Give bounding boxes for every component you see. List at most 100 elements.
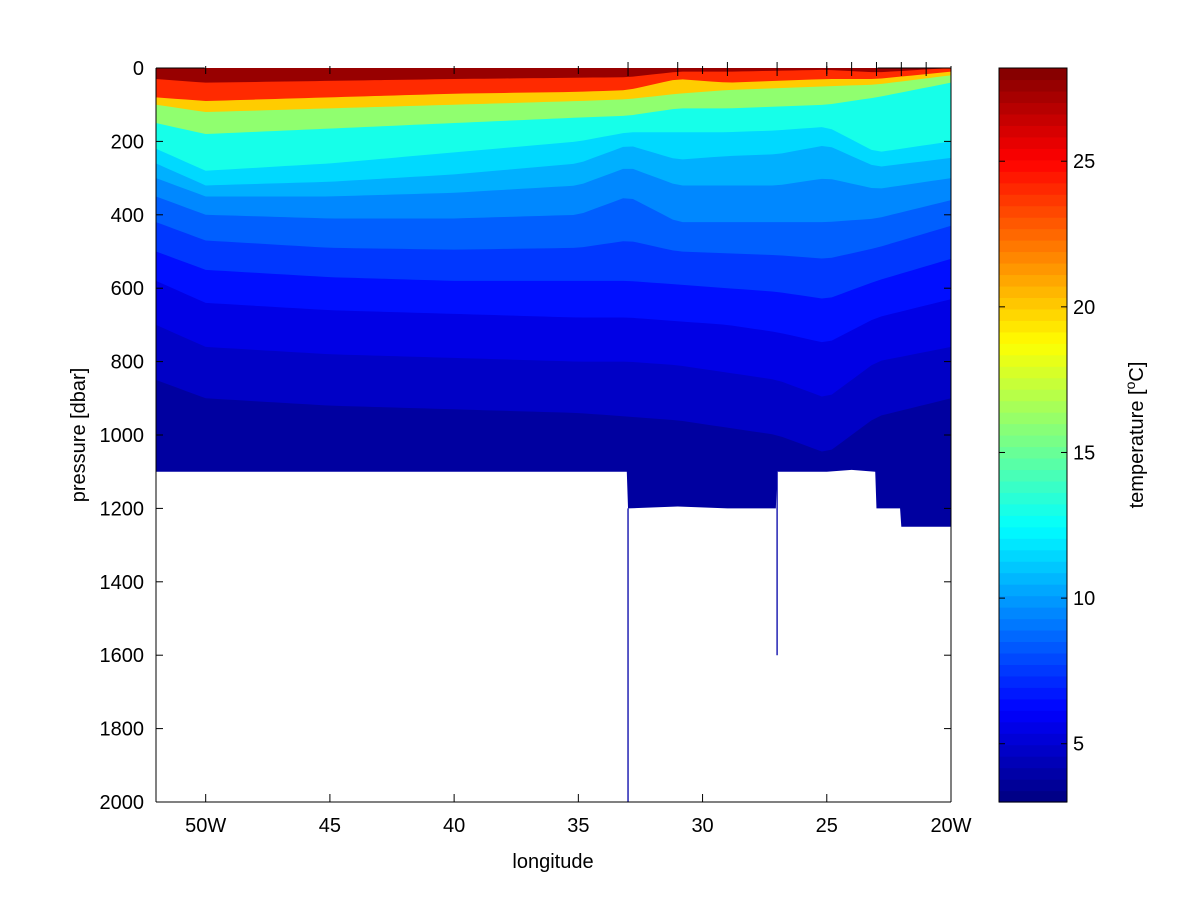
colorbar-step xyxy=(999,595,1067,608)
colorbar-tick-label: 20 xyxy=(1073,297,1095,319)
colorbar-step xyxy=(999,217,1067,230)
colorbar-step xyxy=(999,251,1067,264)
band-above-26 xyxy=(156,68,951,83)
colorbar-step xyxy=(999,733,1067,746)
colorbar-step xyxy=(999,194,1067,207)
colorbar-step xyxy=(999,549,1067,562)
colorbar-step xyxy=(999,584,1067,597)
temperature-field xyxy=(156,68,951,527)
y-tick-label: 2000 xyxy=(100,792,145,814)
colorbar-tick-label: 10 xyxy=(1073,588,1095,610)
colorbar-step xyxy=(999,366,1067,379)
colorbar-tick-label: 5 xyxy=(1073,734,1084,756)
colorbar-step xyxy=(999,423,1067,436)
colorbar-step xyxy=(999,182,1067,195)
y-tick-label: 1800 xyxy=(100,719,145,741)
colorbar-title-suffix: C] xyxy=(1126,362,1148,382)
colorbar-step xyxy=(999,90,1067,104)
colorbar-step xyxy=(999,480,1067,493)
colorbar-step xyxy=(999,446,1067,459)
colorbar-step xyxy=(999,526,1067,539)
colorbar-step xyxy=(999,240,1067,253)
colorbar-step xyxy=(999,171,1067,184)
colorbar-step xyxy=(999,572,1067,585)
y-tick-label: 200 xyxy=(111,131,144,153)
y-axis-title: pressure [dbar] xyxy=(68,368,90,503)
colorbar-step xyxy=(999,68,1067,81)
colorbar-step xyxy=(999,400,1067,413)
colorbar-step xyxy=(999,389,1067,402)
x-tick-label: 25 xyxy=(816,815,838,837)
colorbar-step xyxy=(999,698,1067,711)
colorbar-step xyxy=(999,790,1067,803)
colorbar-step xyxy=(999,262,1067,276)
y-tick-label: 1400 xyxy=(100,572,145,594)
colorbar-step xyxy=(999,125,1067,138)
colorbar-step xyxy=(999,205,1067,218)
colorbar-tick-label: 25 xyxy=(1073,151,1095,173)
y-tick-label: 400 xyxy=(111,205,144,227)
colorbar-step xyxy=(999,354,1067,367)
colorbar-step xyxy=(999,561,1067,574)
main-axes: 50W 45 40 35 30 25 20W 0 200 400 600 800 1000 1200 140… xyxy=(100,58,972,837)
x-tick-label: 50W xyxy=(185,815,226,837)
colorbar-step xyxy=(999,377,1067,390)
colorbar-step xyxy=(999,457,1067,471)
colorbar-step xyxy=(999,412,1067,425)
colorbar-step xyxy=(999,664,1067,677)
colorbar-step xyxy=(999,435,1067,448)
x-tick-label: 40 xyxy=(443,815,465,837)
colorbar-step xyxy=(999,274,1067,287)
colorbar-step xyxy=(999,159,1067,172)
y-tick-label: 1600 xyxy=(100,645,145,667)
colorbar-frame xyxy=(998,67,1068,803)
colorbar-step xyxy=(999,721,1067,734)
colorbar-step xyxy=(999,297,1067,310)
colorbar-step xyxy=(999,641,1067,654)
x-tick-label: 30 xyxy=(691,815,713,837)
colorbar-step xyxy=(999,343,1067,356)
colorbar-step xyxy=(999,538,1067,551)
y-tick-label: 1200 xyxy=(100,498,145,520)
colorbar-step xyxy=(999,113,1067,126)
colorbar-step xyxy=(999,503,1067,516)
colorbar-step xyxy=(999,629,1067,643)
x-tick-label: 20W xyxy=(930,815,971,837)
colorbar-step xyxy=(999,687,1067,700)
colorbar-title-superscript: o xyxy=(1122,381,1138,389)
colorbar-step xyxy=(999,102,1067,115)
y-tick-label: 1000 xyxy=(100,425,145,447)
colorbar-step xyxy=(999,756,1067,769)
colorbar-step xyxy=(999,469,1067,482)
colorbar-step xyxy=(999,652,1067,665)
colorbar-step xyxy=(999,79,1067,92)
x-axis-title: longitude xyxy=(512,851,593,873)
colorbar-step xyxy=(999,228,1067,241)
colorbar-step xyxy=(999,607,1067,620)
cast-lines xyxy=(627,471,778,802)
colorbar-step xyxy=(999,136,1067,149)
colorbar-step xyxy=(999,779,1067,792)
colorbar-step xyxy=(999,744,1067,757)
colorbar-title: temperature [oC] xyxy=(1122,362,1148,509)
colorbar-step xyxy=(999,308,1067,321)
colorbar-step xyxy=(999,331,1067,344)
colorbar-step xyxy=(999,675,1067,688)
y-tick-label: 600 xyxy=(111,278,144,300)
colorbar-title-prefix: temperature [ xyxy=(1126,389,1148,508)
colorbar-step xyxy=(999,148,1067,161)
colorbar-tick-label: 15 xyxy=(1073,442,1095,464)
colorbar: 5 10 15 20 25 xyxy=(998,67,1095,803)
colorbar-step xyxy=(999,285,1067,298)
colorbar-step xyxy=(999,492,1067,505)
colorbar-step xyxy=(999,710,1067,723)
x-tick-label: 45 xyxy=(319,815,341,837)
colorbar-step xyxy=(999,767,1067,780)
y-tick-label: 0 xyxy=(133,58,144,80)
colorbar-step xyxy=(999,320,1067,333)
colorbar-step xyxy=(999,515,1067,528)
x-tick-label: 35 xyxy=(567,815,589,837)
y-tick-label: 800 xyxy=(111,352,144,374)
